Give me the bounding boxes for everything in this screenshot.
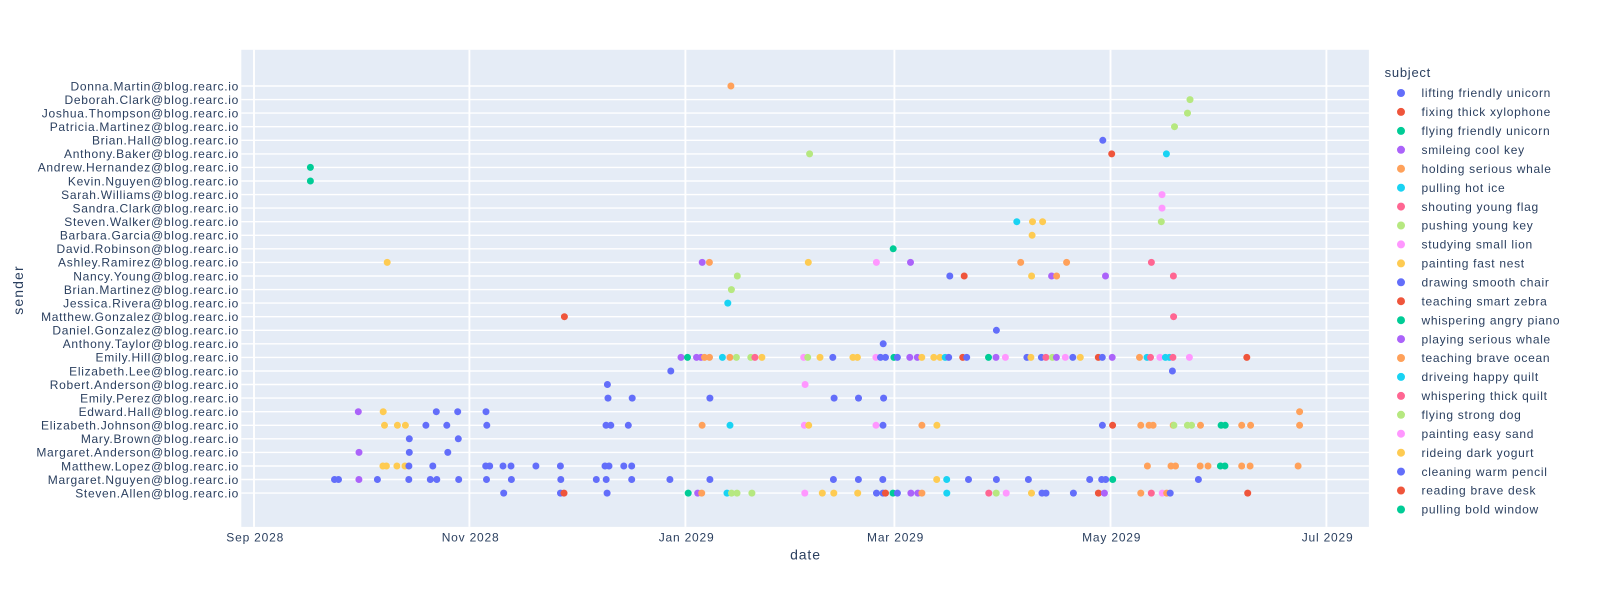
svg-text:David.Robinson@blog.rearc.io: David.Robinson@blog.rearc.io bbox=[56, 242, 239, 256]
svg-text:whispering angry piano: whispering angry piano bbox=[1421, 313, 1561, 327]
svg-text:Margaret.Nguyen@blog.rearc.io: Margaret.Nguyen@blog.rearc.io bbox=[48, 473, 239, 487]
svg-text:lifting friendly unicorn: lifting friendly unicorn bbox=[1422, 86, 1552, 100]
svg-text:date: date bbox=[790, 547, 821, 563]
svg-text:Anthony.Taylor@blog.rearc.io: Anthony.Taylor@blog.rearc.io bbox=[63, 337, 239, 351]
svg-text:painting easy sand: painting easy sand bbox=[1422, 427, 1535, 441]
svg-text:May 2029: May 2029 bbox=[1082, 531, 1141, 545]
svg-text:Andrew.Hernandez@blog.rearc.io: Andrew.Hernandez@blog.rearc.io bbox=[38, 161, 239, 175]
svg-text:smileing cool key: smileing cool key bbox=[1422, 143, 1525, 157]
svg-text:Sarah.Williams@blog.rearc.io: Sarah.Williams@blog.rearc.io bbox=[61, 188, 239, 202]
svg-text:holding serious whale: holding serious whale bbox=[1422, 162, 1552, 176]
svg-text:Ashley.Ramirez@blog.rearc.io: Ashley.Ramirez@blog.rearc.io bbox=[58, 256, 239, 270]
svg-text:Margaret.Anderson@blog.rearc.i: Margaret.Anderson@blog.rearc.io bbox=[36, 446, 239, 460]
svg-text:flying friendly unicorn: flying friendly unicorn bbox=[1422, 124, 1551, 138]
svg-text:subject: subject bbox=[1385, 65, 1431, 80]
svg-text:Anthony.Baker@blog.rearc.io: Anthony.Baker@blog.rearc.io bbox=[64, 147, 239, 161]
svg-text:Daniel.Gonzalez@blog.rearc.io: Daniel.Gonzalez@blog.rearc.io bbox=[52, 324, 239, 338]
svg-text:Sandra.Clark@blog.rearc.io: Sandra.Clark@blog.rearc.io bbox=[73, 201, 239, 215]
svg-text:Nancy.Young@blog.rearc.io: Nancy.Young@blog.rearc.io bbox=[73, 269, 239, 283]
svg-text:Elizabeth.Johnson@blog.rearc.i: Elizabeth.Johnson@blog.rearc.io bbox=[41, 419, 239, 433]
svg-text:Kevin.Nguyen@blog.rearc.io: Kevin.Nguyen@blog.rearc.io bbox=[68, 174, 239, 188]
svg-text:studying small lion: studying small lion bbox=[1422, 238, 1533, 252]
svg-text:Brian.Martinez@blog.rearc.io: Brian.Martinez@blog.rearc.io bbox=[64, 283, 239, 297]
svg-text:Emily.Perez@blog.rearc.io: Emily.Perez@blog.rearc.io bbox=[80, 391, 239, 405]
svg-text:rideing dark yogurt: rideing dark yogurt bbox=[1422, 446, 1535, 460]
svg-text:playing serious whale: playing serious whale bbox=[1422, 332, 1551, 346]
svg-text:Mary.Brown@blog.rearc.io: Mary.Brown@blog.rearc.io bbox=[81, 432, 239, 446]
svg-text:Joshua.Thompson@blog.rearc.io: Joshua.Thompson@blog.rearc.io bbox=[42, 106, 239, 120]
svg-text:Sep 2028: Sep 2028 bbox=[226, 531, 284, 545]
svg-text:Jan 2029: Jan 2029 bbox=[659, 531, 715, 545]
svg-text:pushing young key: pushing young key bbox=[1422, 219, 1534, 233]
svg-text:Mar 2029: Mar 2029 bbox=[867, 531, 924, 545]
svg-text:shouting young flag: shouting young flag bbox=[1422, 200, 1539, 214]
svg-text:flying strong dog: flying strong dog bbox=[1422, 408, 1522, 422]
svg-text:Emily.Hill@blog.rearc.io: Emily.Hill@blog.rearc.io bbox=[96, 351, 239, 365]
svg-text:whispering thick quilt: whispering thick quilt bbox=[1421, 389, 1548, 403]
svg-text:pulling bold window: pulling bold window bbox=[1422, 503, 1539, 517]
svg-text:painting fast nest: painting fast nest bbox=[1422, 257, 1525, 271]
svg-text:teaching brave ocean: teaching brave ocean bbox=[1422, 351, 1551, 365]
svg-text:Nov 2028: Nov 2028 bbox=[442, 531, 500, 545]
svg-text:Jessica.Rivera@blog.rearc.io: Jessica.Rivera@blog.rearc.io bbox=[63, 296, 239, 310]
svg-text:sender: sender bbox=[10, 265, 26, 314]
svg-text:cleaning warm pencil: cleaning warm pencil bbox=[1422, 465, 1548, 479]
svg-text:Jul 2029: Jul 2029 bbox=[1302, 531, 1354, 545]
svg-text:pulling hot ice: pulling hot ice bbox=[1422, 181, 1506, 195]
svg-text:reading brave desk: reading brave desk bbox=[1422, 484, 1537, 498]
svg-text:drawing smooth chair: drawing smooth chair bbox=[1422, 276, 1550, 290]
svg-text:Edward.Hall@blog.rearc.io: Edward.Hall@blog.rearc.io bbox=[79, 405, 239, 419]
svg-text:Deborah.Clark@blog.rearc.io: Deborah.Clark@blog.rearc.io bbox=[65, 93, 239, 107]
svg-text:Matthew.Gonzalez@blog.rearc.io: Matthew.Gonzalez@blog.rearc.io bbox=[41, 310, 239, 324]
svg-text:Brian.Hall@blog.rearc.io: Brian.Hall@blog.rearc.io bbox=[92, 134, 239, 148]
svg-text:Patricia.Martinez@blog.rearc.i: Patricia.Martinez@blog.rearc.io bbox=[50, 120, 239, 134]
svg-text:Elizabeth.Lee@blog.rearc.io: Elizabeth.Lee@blog.rearc.io bbox=[69, 364, 239, 378]
svg-text:teaching smart zebra: teaching smart zebra bbox=[1422, 294, 1548, 308]
svg-text:Robert.Anderson@blog.rearc.io: Robert.Anderson@blog.rearc.io bbox=[50, 378, 239, 392]
svg-text:Matthew.Lopez@blog.rearc.io: Matthew.Lopez@blog.rearc.io bbox=[61, 459, 239, 473]
svg-text:Steven.Walker@blog.rearc.io: Steven.Walker@blog.rearc.io bbox=[64, 215, 239, 229]
svg-text:Donna.Martin@blog.rearc.io: Donna.Martin@blog.rearc.io bbox=[71, 79, 239, 93]
svg-text:fixing thick xylophone: fixing thick xylophone bbox=[1422, 105, 1551, 119]
svg-text:Barbara.Garcia@blog.rearc.io: Barbara.Garcia@blog.rearc.io bbox=[60, 229, 239, 243]
svg-text:Steven.Allen@blog.rearc.io: Steven.Allen@blog.rearc.io bbox=[75, 486, 239, 500]
svg-text:driveing happy quilt: driveing happy quilt bbox=[1422, 370, 1539, 384]
